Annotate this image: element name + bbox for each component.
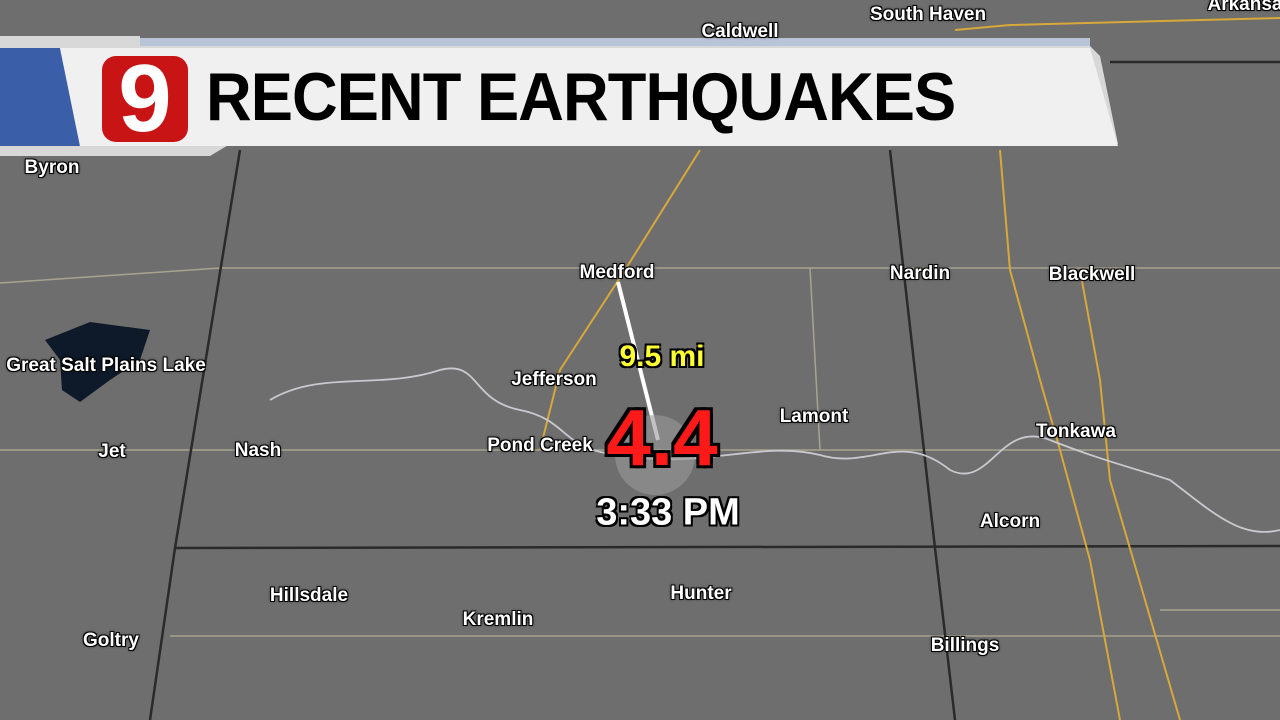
place-kremlin: Kremlin — [462, 609, 534, 630]
river — [269, 367, 1280, 533]
great-salt-plains-lake — [45, 322, 150, 402]
place-arkansas: Arkansa — [1207, 0, 1280, 15]
place-billings: Billings — [930, 635, 1000, 656]
place-lamont: Lamont — [779, 406, 849, 427]
place-nash: Nash — [234, 440, 282, 461]
channel-9-logo: 9 — [102, 56, 188, 142]
place-nardin: Nardin — [889, 263, 951, 284]
place-pond-creek: Pond Creek — [487, 435, 593, 456]
magnitude-label: 4.4 — [606, 393, 718, 482]
roads — [539, 17, 1280, 720]
distance-line — [616, 281, 660, 441]
time-label: 3:33 PM — [596, 491, 740, 534]
place-byron: Byron — [24, 157, 80, 178]
place-blackwell: Blackwell — [1048, 264, 1136, 285]
place-medford: Medford — [579, 262, 655, 283]
county-borders — [148, 60, 1280, 720]
epicenter-marker — [615, 415, 695, 495]
place-hillsdale: Hillsdale — [269, 585, 349, 606]
place-caldwell: Caldwell — [701, 21, 779, 42]
distance-label: 9.5 mi — [619, 340, 705, 373]
place-south-haven: South Haven — [869, 4, 987, 25]
place-jet: Jet — [98, 441, 126, 462]
place-goltry: Goltry — [83, 630, 139, 651]
place-hunter: Hunter — [670, 583, 732, 604]
page-title: RECENT EARTHQUAKES — [206, 59, 956, 135]
place-alcorn: Alcorn — [979, 511, 1041, 532]
place-jefferson: Jefferson — [511, 369, 597, 390]
place-great-salt-plains-lake: Great Salt Plains Lake — [6, 355, 206, 376]
title-banner — [0, 36, 1118, 156]
place-tonkawa: Tonkawa — [1036, 421, 1116, 442]
